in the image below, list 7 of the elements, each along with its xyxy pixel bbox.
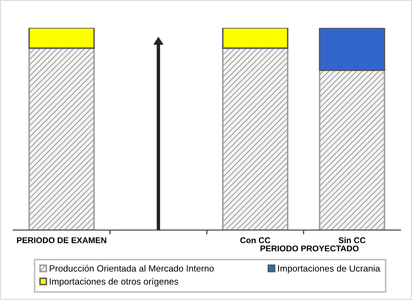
legend-label: Producción Orientada al Mercado Interno <box>50 264 214 272</box>
x-axis-title: PERIODO PROYECTADO <box>260 245 359 252</box>
legend-label: Importaciones de Ucrania <box>278 265 380 274</box>
x-tick-label: Con CC <box>240 237 270 244</box>
x-tick-label: Sin CC <box>338 237 366 244</box>
legend-label: Importaciones de otros orígenes <box>50 278 178 286</box>
x-tick-label: PERIODO DE EXAMEN <box>17 237 106 244</box>
